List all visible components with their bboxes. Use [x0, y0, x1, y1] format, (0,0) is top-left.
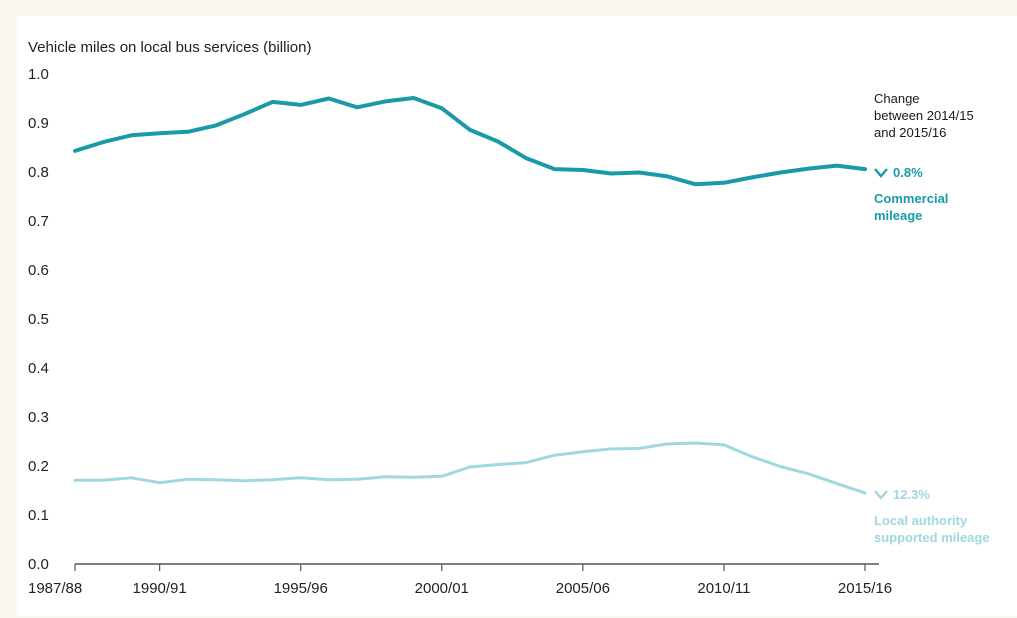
y-tick-label: 1.0 — [28, 66, 49, 83]
y-tick-label: 0.4 — [28, 360, 49, 377]
chart-panel: Vehicle miles on local bus services (bil… — [17, 16, 1017, 616]
x-tick-label: 2005/06 — [556, 580, 610, 597]
change-heading-text: Change — [874, 91, 920, 106]
down-arrow-icon — [874, 168, 888, 178]
series-label-commercial: mileage — [874, 208, 922, 223]
y-tick-label: 0.5 — [28, 311, 49, 328]
line-chart: Vehicle miles on local bus services (bil… — [28, 39, 990, 597]
x-tick-label: 1990/91 — [133, 580, 187, 597]
y-tick-label: 0.9 — [28, 115, 49, 132]
x-tick-label: 1995/96 — [274, 580, 328, 597]
down-arrow-icon — [874, 490, 888, 500]
y-tick-label: 0.1 — [28, 507, 49, 524]
x-tick-label: 2000/01 — [415, 580, 469, 597]
change-value-local-authority: 12.3% — [893, 487, 930, 502]
y-tick-label: 0.2 — [28, 458, 49, 475]
y-axis-title: Vehicle miles on local bus services (bil… — [28, 39, 311, 56]
y-tick-label: 0.8 — [28, 164, 49, 181]
change-heading-text: and 2015/16 — [874, 125, 946, 140]
y-tick-label: 0.7 — [28, 213, 49, 230]
x-tick-label: 2015/16 — [838, 580, 892, 597]
x-tick-label: 1987/88 — [28, 580, 82, 597]
change-heading-text: between 2014/15 — [874, 108, 974, 123]
series-label-local-authority: Local authority — [874, 513, 968, 528]
y-tick-label: 0.6 — [28, 262, 49, 279]
series-line-local-authority — [73, 441, 867, 495]
series-line-commercial — [73, 96, 867, 187]
series-label-commercial: Commercial — [874, 191, 948, 206]
series-label-local-authority: supported mileage — [874, 530, 990, 545]
x-tick-label: 2010/11 — [697, 580, 750, 597]
y-tick-label: 0.3 — [28, 409, 49, 426]
y-tick-label: 0.0 — [28, 556, 49, 573]
change-value-commercial: 0.8% — [893, 165, 923, 180]
